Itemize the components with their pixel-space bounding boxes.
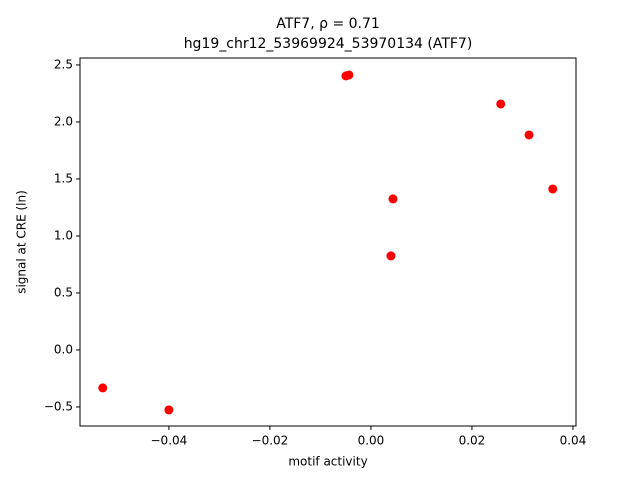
y-tick-label: 0.5 xyxy=(54,285,73,299)
point xyxy=(386,251,396,261)
y-tick-label: 2.5 xyxy=(54,57,73,71)
y-tick-label: 1.0 xyxy=(54,228,73,242)
point xyxy=(524,130,534,140)
chart-subtitle: hg19_chr12_53969924_53970134 (ATF7) xyxy=(184,36,473,52)
y-tick-label: 2.0 xyxy=(54,114,73,128)
x-tick-label: −0.02 xyxy=(252,434,289,448)
y-axis-label: signal at CRE (ln) xyxy=(15,190,29,294)
x-tick-label: 0.02 xyxy=(459,434,486,448)
point xyxy=(344,70,354,80)
y-tick-label: −0.5 xyxy=(44,399,73,413)
point xyxy=(388,194,398,204)
plot-frame xyxy=(79,57,577,427)
point xyxy=(548,184,558,194)
point xyxy=(496,99,506,109)
x-tick-label: 0.04 xyxy=(560,434,587,448)
chart-title: ATF7, ρ = 0.71 xyxy=(276,16,380,32)
x-axis-label: motif activity xyxy=(288,455,367,469)
point xyxy=(164,405,174,415)
x-tick-label: −0.04 xyxy=(151,434,188,448)
x-tick-label: 0.00 xyxy=(358,434,385,448)
y-tick-label: 1.5 xyxy=(54,171,73,185)
point xyxy=(98,383,108,393)
y-tick-label: 0.0 xyxy=(54,342,73,356)
